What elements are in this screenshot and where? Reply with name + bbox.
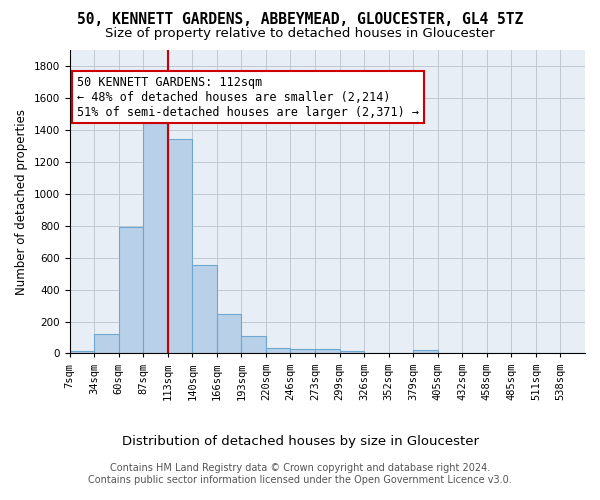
Bar bbox=[168, 138, 192, 354]
Bar bbox=[143, 124, 168, 354]
Bar bbox=[217, 314, 241, 354]
Bar bbox=[413, 350, 438, 354]
Text: 50, KENNETT GARDENS, ABBEYMEAD, GLOUCESTER, GL4 5TZ: 50, KENNETT GARDENS, ABBEYMEAD, GLOUCEST… bbox=[77, 12, 523, 28]
Bar bbox=[290, 349, 315, 354]
Bar bbox=[340, 350, 364, 354]
Text: Contains HM Land Registry data © Crown copyright and database right 2024.
Contai: Contains HM Land Registry data © Crown c… bbox=[88, 464, 512, 485]
Bar bbox=[241, 336, 266, 353]
Y-axis label: Number of detached properties: Number of detached properties bbox=[15, 108, 28, 294]
Text: Size of property relative to detached houses in Gloucester: Size of property relative to detached ho… bbox=[105, 28, 495, 40]
Text: Distribution of detached houses by size in Gloucester: Distribution of detached houses by size … bbox=[121, 435, 479, 448]
Bar bbox=[192, 265, 217, 354]
Bar bbox=[266, 348, 290, 354]
Bar bbox=[94, 334, 119, 353]
Text: 50 KENNETT GARDENS: 112sqm
← 48% of detached houses are smaller (2,214)
51% of s: 50 KENNETT GARDENS: 112sqm ← 48% of deta… bbox=[77, 76, 419, 118]
Bar bbox=[315, 349, 340, 354]
Bar bbox=[119, 228, 143, 354]
Bar bbox=[70, 351, 94, 354]
